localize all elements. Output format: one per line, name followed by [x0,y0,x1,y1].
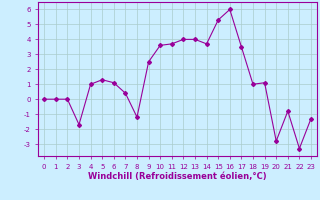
X-axis label: Windchill (Refroidissement éolien,°C): Windchill (Refroidissement éolien,°C) [88,172,267,181]
